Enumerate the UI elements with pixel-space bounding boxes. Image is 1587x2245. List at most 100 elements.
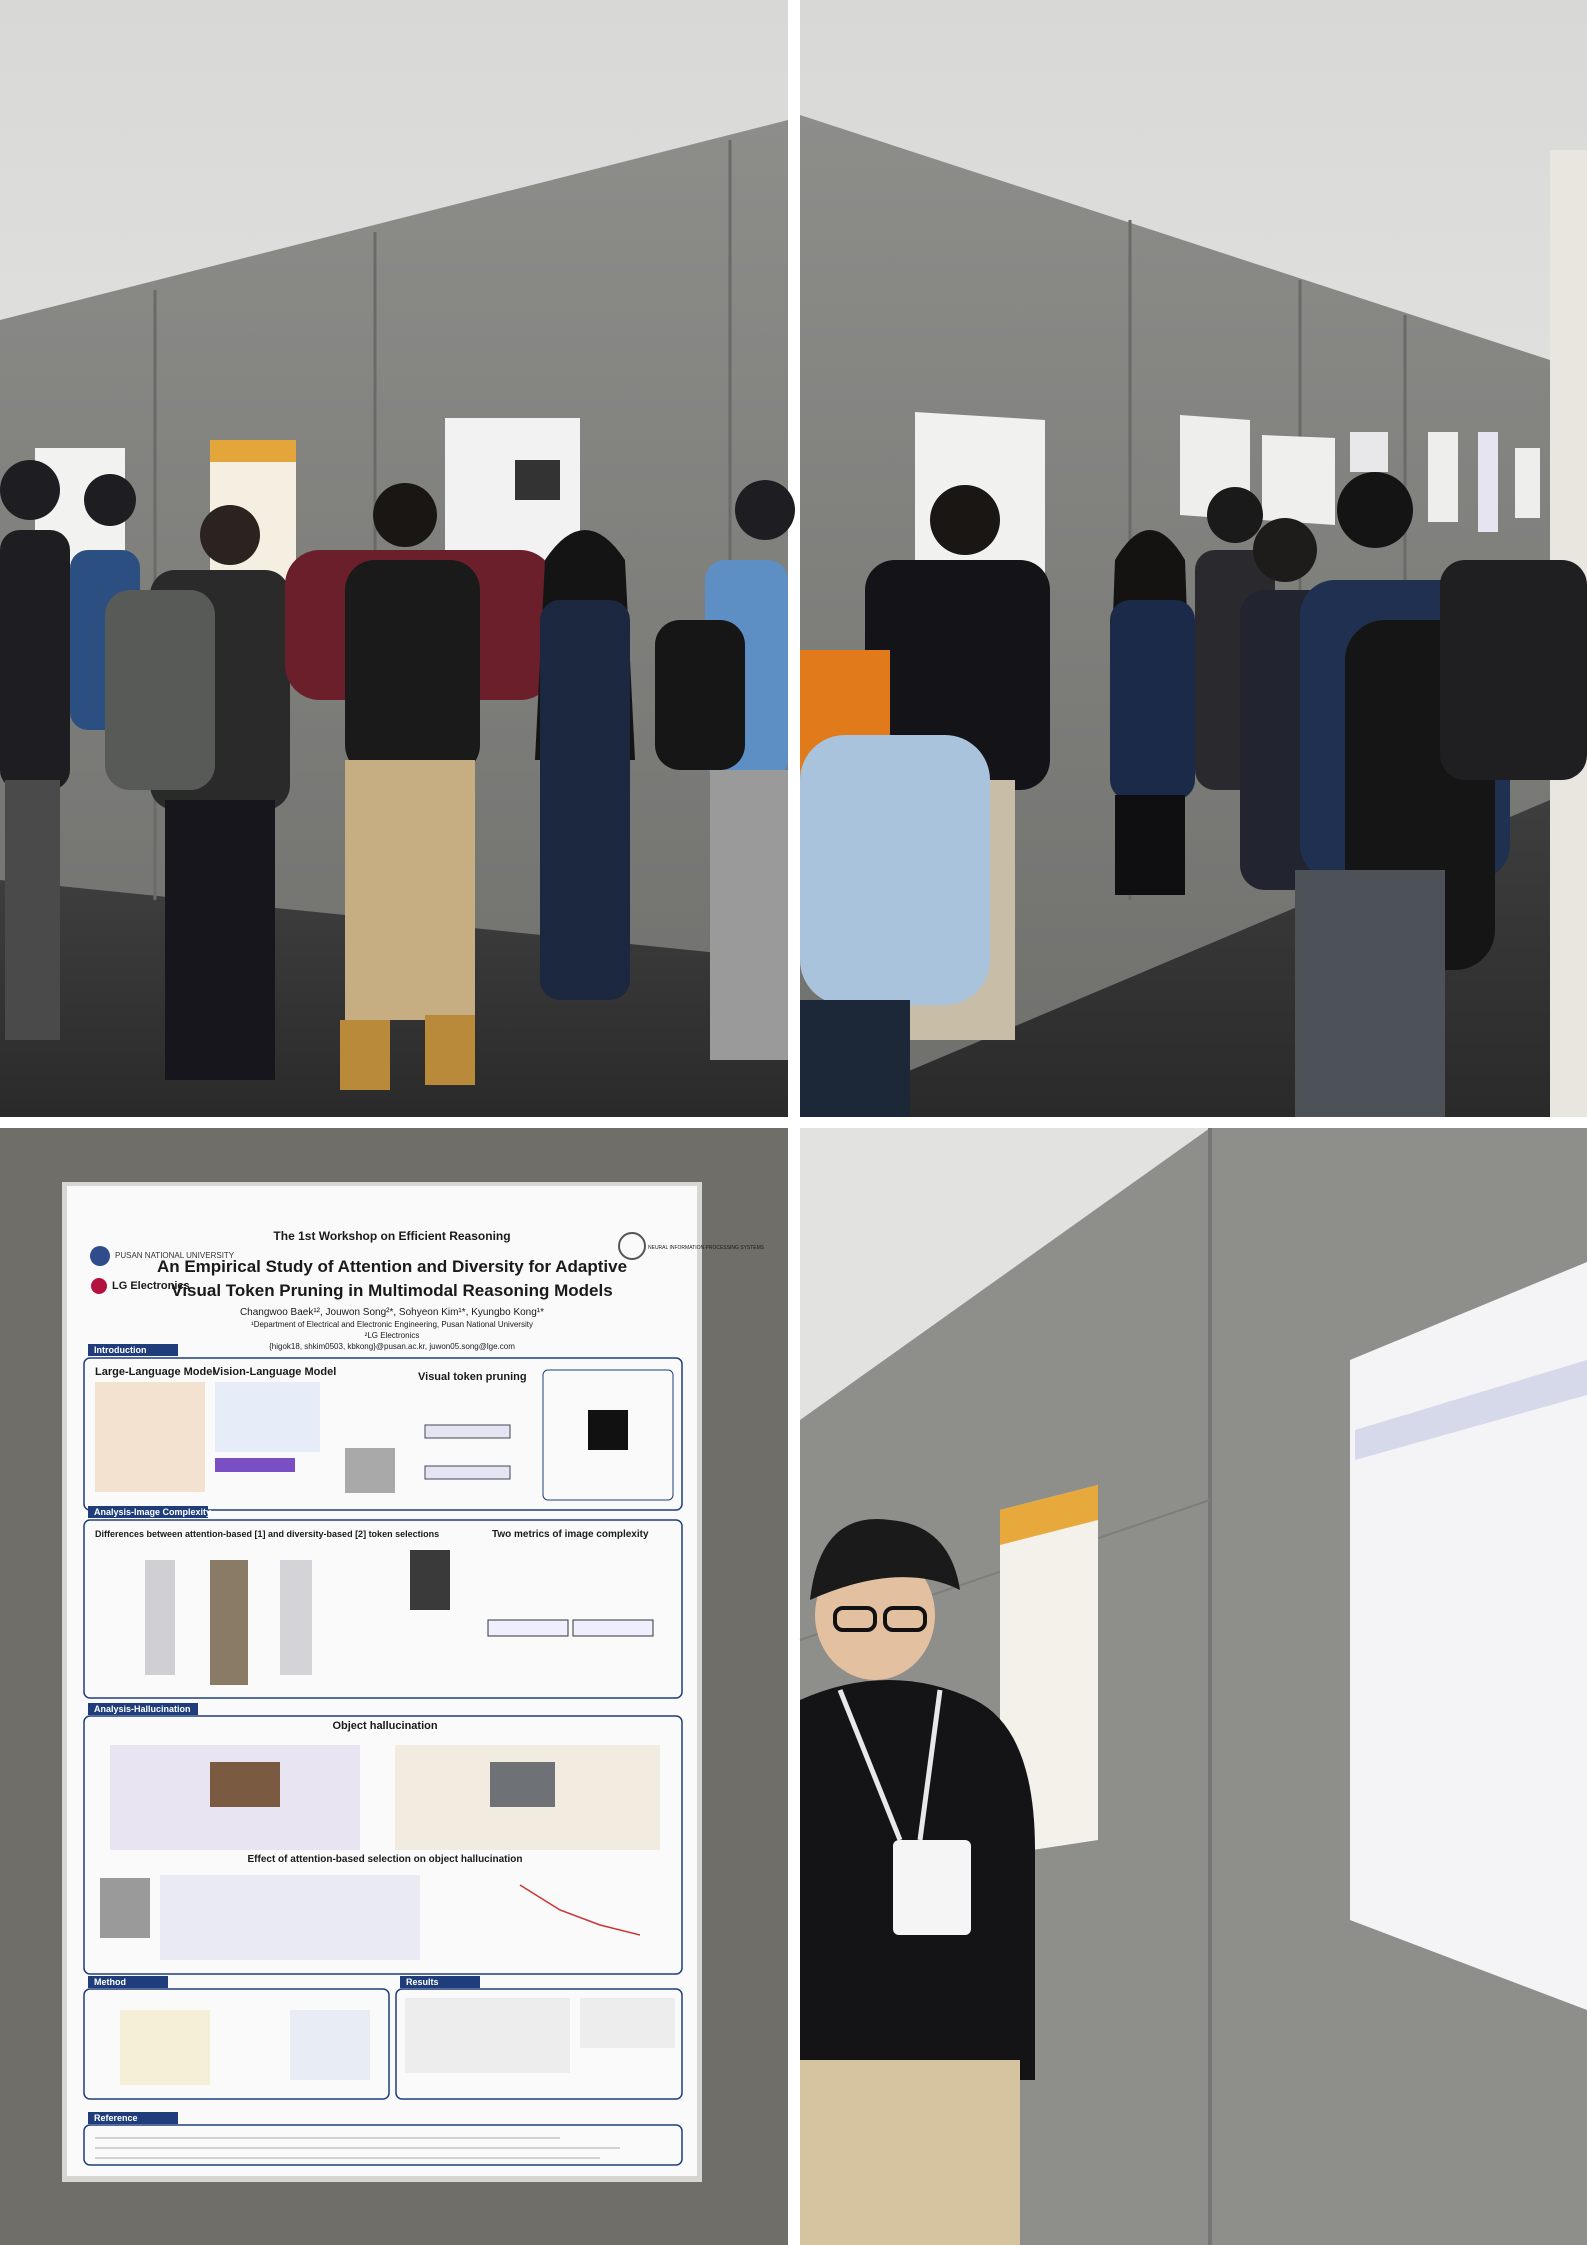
section-tab (88, 1703, 198, 1715)
photo-bottom-right (799, 1128, 1587, 2245)
section-title: Analysis-Image Complexity (94, 1507, 211, 1517)
head (0, 460, 60, 520)
figure (588, 1410, 628, 1450)
body (865, 560, 1050, 790)
section-tab (400, 1976, 480, 1988)
poster-figure (515, 460, 560, 500)
section-title: Reference (94, 2113, 138, 2123)
section-box (83, 2124, 683, 2166)
section-box (83, 1715, 683, 1975)
backpack (105, 590, 215, 790)
logo-text: LG Electronics (112, 1280, 190, 1292)
boots (425, 1015, 475, 1085)
poster (1478, 432, 1498, 532)
legs (1295, 870, 1445, 1117)
heading: Differences between attention-based [1] … (95, 1529, 439, 1539)
figure (290, 2010, 370, 2080)
table (580, 1998, 675, 2048)
poster (1262, 435, 1335, 525)
figure (210, 1560, 248, 1685)
section-title: Method (94, 1977, 126, 1987)
workshop: The 1st Workshop on Efficient Reasoning (273, 1229, 510, 1243)
head (735, 480, 795, 540)
figure (280, 1560, 312, 1675)
heading: Vision-Language Model (213, 1366, 336, 1378)
figure (95, 1382, 205, 1492)
photo-top-right (800, 0, 1587, 1117)
figure (145, 1560, 175, 1675)
heading: Large-Language Model (95, 1366, 215, 1378)
section-tab (88, 1344, 178, 1356)
authors: Changwoo Baek¹², Jouwon Song²*, Sohyeon … (240, 1307, 544, 1318)
figure (487, 1619, 569, 1637)
section-title: Analysis-Hallucination (94, 1704, 191, 1714)
figure (215, 1382, 320, 1452)
head (930, 485, 1000, 555)
section-box (395, 1988, 683, 2100)
heading: Visual token pruning (418, 1371, 527, 1383)
section-tab (88, 1506, 208, 1518)
head (1253, 518, 1317, 582)
figure (542, 1369, 674, 1501)
head (1207, 487, 1263, 543)
logo-text: PUSAN NATIONAL UNIVERSITY (115, 1251, 235, 1260)
emails: {higok18, shkim0503, kbkong}@pusan.ac.kr… (269, 1342, 515, 1351)
poster-header (1000, 1485, 1098, 1545)
figure (410, 1550, 450, 1610)
figure (490, 1762, 555, 1807)
head (1337, 472, 1413, 548)
figure (424, 1465, 511, 1480)
section-title: Introduction (94, 1345, 147, 1355)
figure (519, 1884, 641, 1936)
section-title: Results (406, 1977, 439, 1987)
photo-bottom-left: PUSAN NATIONAL UNIVERSITY LG Electronics… (0, 1128, 788, 2245)
logo-lg (91, 1278, 107, 1294)
people (0, 460, 795, 1090)
section-box (83, 1357, 683, 1511)
figure (100, 1878, 150, 1938)
hair (810, 1519, 960, 1600)
figure (210, 1762, 280, 1807)
badge (893, 1840, 971, 1935)
body (1110, 600, 1195, 800)
section-tab (88, 2112, 178, 2124)
figure (345, 1448, 395, 1493)
poster (1000, 1485, 1098, 1855)
head (373, 483, 437, 547)
legs (800, 1000, 910, 1117)
head (200, 505, 260, 565)
affiliation: ¹Department of Electrical and Electronic… (251, 1320, 533, 1329)
heading: Effect of attention-based selection on o… (247, 1854, 522, 1865)
legs (345, 760, 475, 1020)
figure (160, 1875, 420, 1960)
people (800, 472, 1587, 1117)
body (0, 530, 70, 790)
title: Visual Token Pruning in Multimodal Reaso… (171, 1281, 612, 1300)
poster (1350, 1262, 1587, 2010)
heading: Object hallucination (332, 1720, 437, 1732)
photo-top-left (0, 0, 795, 1117)
poster-title (1355, 1360, 1587, 1460)
heading: Two metrics of image complexity (492, 1529, 649, 1540)
section-box (83, 1988, 390, 2100)
poster (1515, 448, 1540, 518)
legs (5, 780, 60, 1040)
figure (215, 1458, 295, 1472)
logo-neurips (618, 1232, 646, 1260)
glasses (883, 1606, 927, 1632)
title: An Empirical Study of Attention and Dive… (157, 1257, 627, 1276)
affiliation: ²LG Electronics (365, 1331, 420, 1340)
legs (800, 2060, 1020, 2245)
logo-pusan (90, 1246, 110, 1266)
legs (1115, 795, 1185, 895)
section-tab (88, 1976, 168, 1988)
head (84, 474, 136, 526)
person (800, 1519, 1035, 2245)
figure (572, 1619, 654, 1637)
logo-text: NEURAL INFORMATION PROCESSING SYSTEMS (648, 1245, 765, 1251)
backpack (345, 560, 480, 775)
glasses (833, 1606, 877, 1632)
poster (1350, 432, 1388, 472)
poster (1428, 432, 1458, 522)
